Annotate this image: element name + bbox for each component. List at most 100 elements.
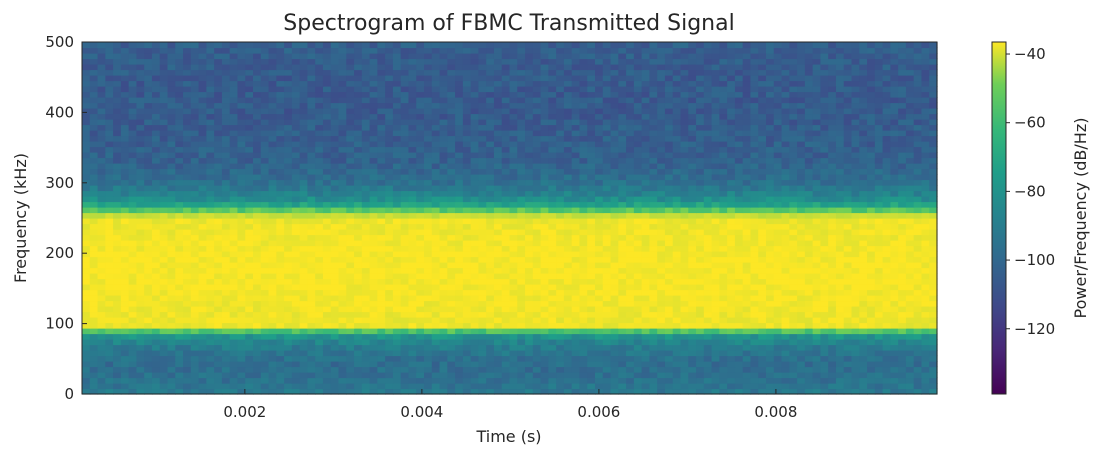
heatmap-cell: [719, 284, 728, 291]
heatmap-cell: [299, 372, 309, 379]
heatmap-cell: [828, 146, 837, 153]
heatmap-cell: [820, 262, 829, 269]
heatmap-cell: [486, 152, 495, 159]
heatmap-cell: [556, 361, 565, 368]
heatmap-cell: [828, 218, 837, 225]
heatmap-cell: [882, 361, 891, 368]
heatmap-cell: [276, 174, 285, 181]
heatmap-cell: [151, 234, 161, 241]
heatmap-cell: [424, 163, 433, 170]
heatmap-cell: [369, 146, 378, 153]
heatmap-cell: [151, 366, 161, 373]
heatmap-cell: [424, 372, 433, 379]
heatmap-cell: [890, 207, 899, 214]
heatmap-cell: [602, 185, 612, 192]
heatmap-cell: [905, 240, 915, 247]
heatmap-cell: [563, 300, 573, 307]
heatmap-cell: [672, 328, 682, 335]
heatmap-cell: [828, 339, 837, 346]
heatmap-cell: [105, 344, 114, 351]
heatmap-cell: [447, 273, 456, 280]
heatmap-cell: [525, 300, 534, 307]
heatmap-cell: [268, 377, 277, 384]
heatmap-cell: [680, 256, 689, 263]
heatmap-cell: [696, 311, 705, 318]
heatmap-cell: [882, 146, 891, 153]
heatmap-cell: [649, 322, 658, 329]
heatmap-cell: [221, 234, 231, 241]
heatmap-cell: [253, 322, 262, 329]
heatmap-cell: [688, 328, 697, 335]
heatmap-cell: [299, 163, 309, 170]
heatmap-cell: [579, 251, 588, 258]
heatmap-cell: [136, 201, 145, 208]
heatmap-cell: [851, 234, 860, 241]
heatmap-cell: [696, 168, 705, 175]
heatmap-cell: [151, 328, 161, 335]
heatmap-cell: [711, 361, 720, 368]
heatmap-cell: [105, 273, 114, 280]
heatmap-cell: [159, 168, 169, 175]
heatmap-cell: [517, 240, 526, 247]
heatmap-cell: [649, 278, 658, 285]
heatmap-cell: [556, 245, 565, 252]
heatmap-cell: [859, 333, 868, 340]
heatmap-cell: [921, 212, 930, 219]
heatmap-cell: [268, 350, 277, 357]
heatmap-cell: [346, 344, 355, 351]
heatmap-cell: [229, 218, 239, 225]
heatmap-cell: [517, 284, 526, 291]
heatmap-cell: [587, 311, 596, 318]
heatmap-cell: [626, 267, 635, 274]
heatmap-cell: [322, 256, 332, 263]
heatmap-cell: [804, 196, 814, 203]
heatmap-cell: [120, 361, 130, 368]
heatmap-cell: [354, 262, 363, 269]
heatmap-cell: [206, 251, 215, 258]
heatmap-cell: [190, 218, 200, 225]
heatmap-cell: [237, 196, 246, 203]
heatmap-cell: [517, 388, 526, 395]
heatmap-cell: [183, 174, 192, 181]
heatmap-cell: [322, 300, 332, 307]
heatmap-cell: [377, 267, 386, 274]
heatmap-cell: [874, 245, 884, 252]
heatmap-cell: [89, 383, 99, 390]
heatmap-cell: [758, 256, 767, 263]
heatmap-cell: [447, 267, 456, 274]
heatmap-cell: [190, 322, 200, 329]
heatmap-cell: [525, 322, 534, 329]
heatmap-cell: [105, 383, 114, 390]
heatmap-cell: [773, 168, 783, 175]
heatmap-cell: [711, 372, 720, 379]
heatmap-cell: [867, 284, 876, 291]
heatmap-cell: [571, 229, 581, 236]
heatmap-cell: [183, 322, 192, 329]
heatmap-cell: [120, 289, 130, 296]
heatmap-cell: [276, 273, 285, 280]
heatmap-cell: [128, 355, 138, 362]
heatmap-cell: [563, 157, 573, 164]
heatmap-cell: [835, 372, 845, 379]
heatmap-cell: [618, 245, 627, 252]
heatmap-cell: [322, 350, 332, 357]
heatmap-cell: [851, 333, 860, 340]
heatmap-cell: [307, 388, 316, 395]
heatmap-cell: [183, 361, 192, 368]
heatmap-cell: [322, 278, 332, 285]
heatmap-cell: [431, 240, 441, 247]
heatmap-cell: [867, 207, 876, 214]
heatmap-cell: [742, 212, 752, 219]
heatmap-cell: [299, 322, 309, 329]
heatmap-cell: [672, 196, 682, 203]
heatmap-cell: [206, 157, 215, 164]
heatmap-cell: [400, 355, 410, 362]
heatmap-cell: [151, 179, 161, 186]
heatmap-cell: [431, 273, 441, 280]
heatmap-cell: [245, 366, 254, 373]
heatmap-cell: [245, 141, 254, 148]
heatmap-cell: [377, 366, 386, 373]
heatmap-cell: [703, 229, 713, 236]
heatmap-cell: [703, 240, 713, 247]
heatmap-cell: [408, 350, 417, 357]
